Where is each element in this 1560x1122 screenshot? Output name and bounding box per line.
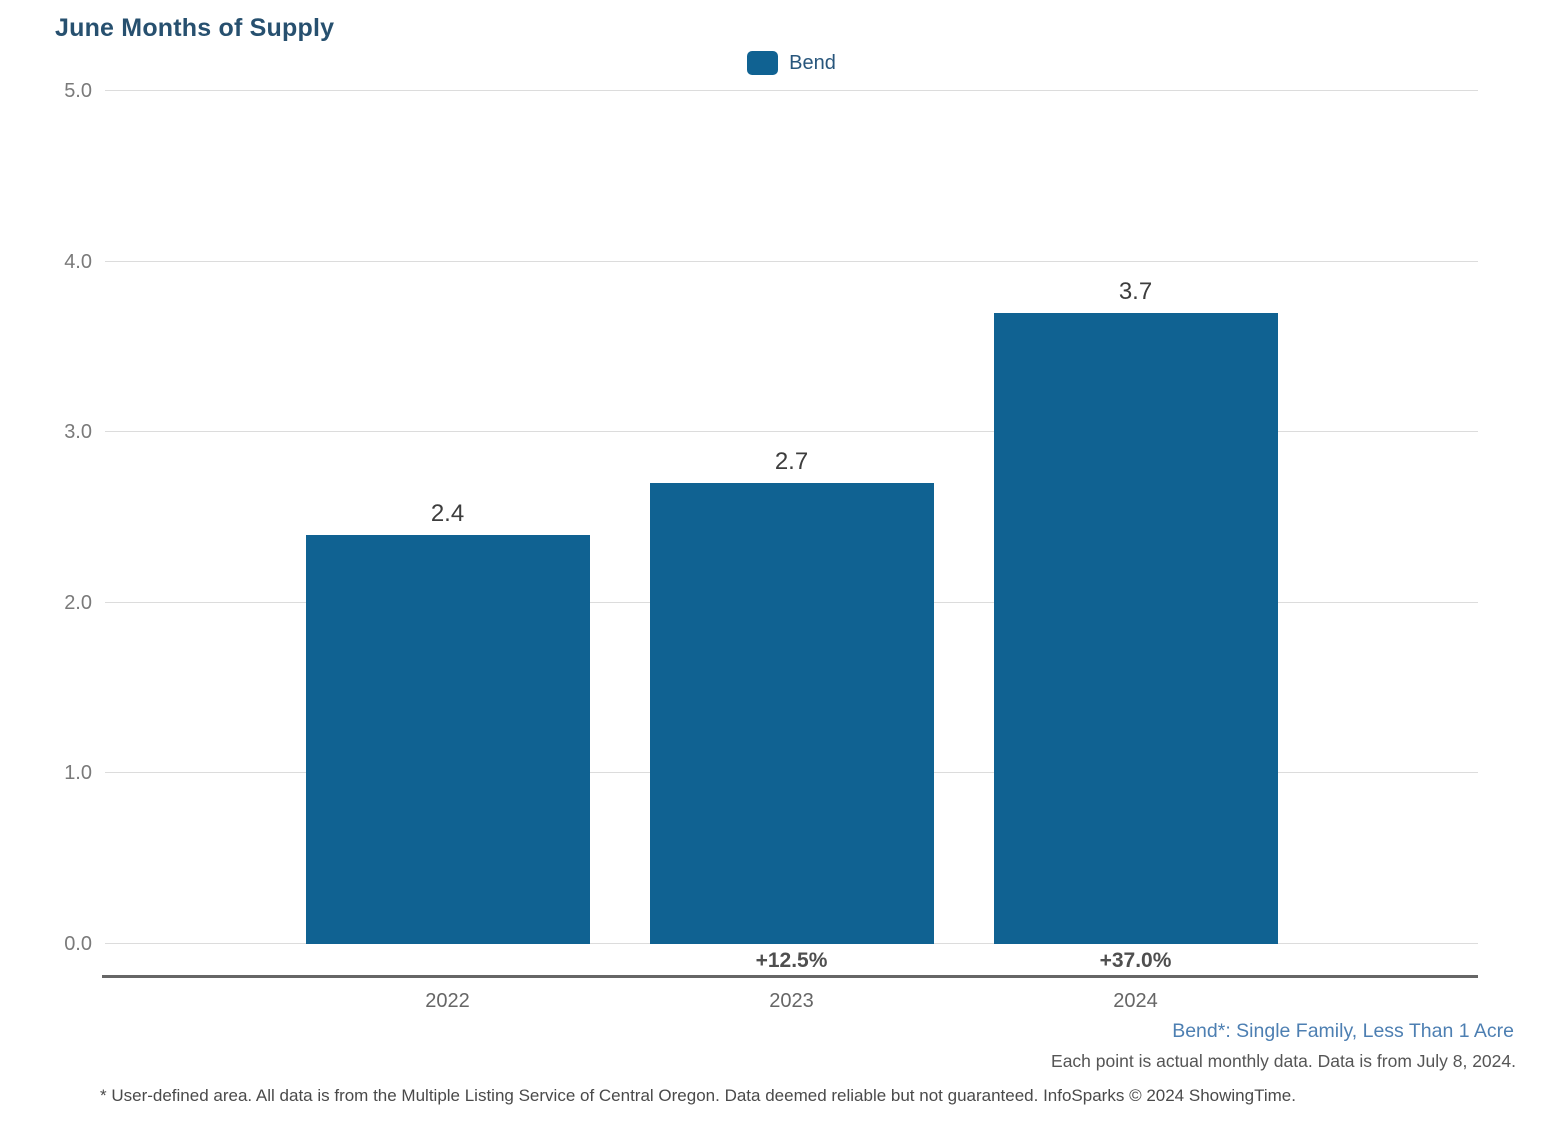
legend-swatch-icon [747, 51, 779, 75]
y-axis-tick-5.0: 5.0 [64, 80, 92, 102]
y-axis-tick-1.0: 1.0 [64, 762, 92, 785]
footer-series-note: Bend*: Single Family, Less Than 1 Acre [1172, 1020, 1514, 1042]
footer-data-note: Each point is actual monthly data. Data … [1051, 1051, 1516, 1071]
legend-label: Bend [789, 51, 836, 74]
chart-title: June Months of Supply [55, 14, 335, 42]
x-axis-line [102, 975, 1478, 978]
gridline-y-4.0 [105, 260, 1478, 262]
x-axis-tick-2023: 2023 [769, 990, 814, 1012]
bar-2023[interactable] [649, 483, 934, 944]
y-axis-tick-2.0: 2.0 [64, 591, 92, 614]
bar-2024[interactable] [993, 312, 1278, 944]
gridline-y-5.0 [105, 90, 1478, 91]
footer-disclaimer: * User-defined area. All data is from th… [100, 1086, 1296, 1105]
pct-change-label-2024: +37.0% [1099, 949, 1172, 972]
y-axis-tick-0.0: 0.0 [64, 933, 92, 955]
bar-value-label-2023: 2.7 [774, 448, 809, 476]
x-axis-tick-2024: 2024 [1113, 990, 1158, 1012]
bar-value-label-2022: 2.4 [430, 499, 465, 527]
x-axis-tick-2022: 2022 [425, 990, 470, 1012]
gridline-y-3.0 [105, 431, 1478, 433]
pct-change-label-2023: +12.5% [755, 949, 828, 972]
bar-value-label-2024: 3.7 [1118, 277, 1153, 305]
y-axis-tick-3.0: 3.0 [64, 421, 92, 444]
bar-2022[interactable] [305, 534, 590, 944]
y-axis-tick-4.0: 4.0 [64, 250, 92, 273]
legend[interactable]: Bend [105, 51, 1478, 75]
